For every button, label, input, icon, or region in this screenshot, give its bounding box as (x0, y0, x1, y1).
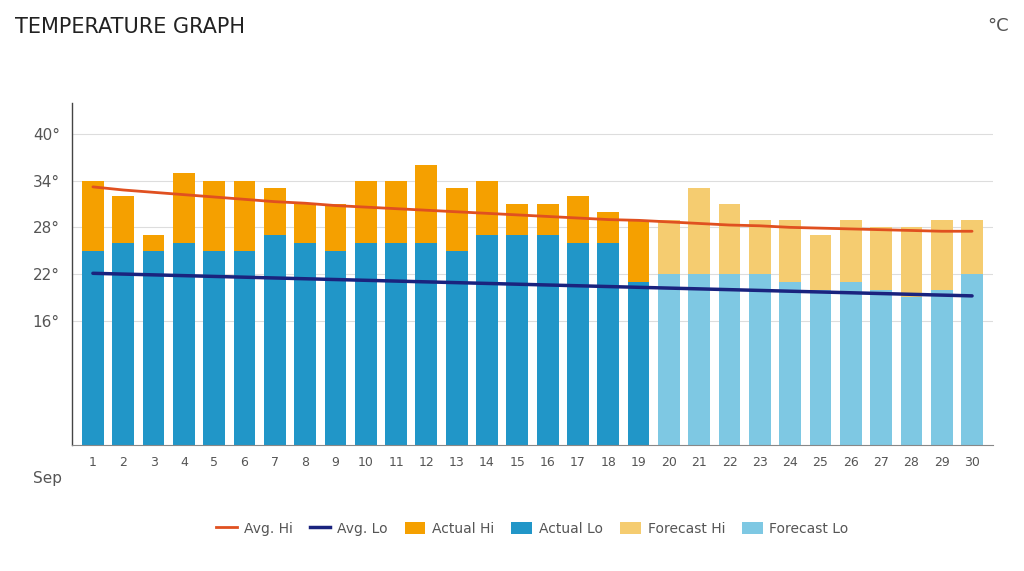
Bar (294, 243, 316, 445)
Bar (870, 227, 892, 289)
Bar (113, 196, 134, 243)
Bar (628, 220, 649, 282)
Bar (203, 180, 225, 251)
Bar (507, 204, 528, 235)
Bar (537, 204, 558, 235)
Bar (416, 243, 437, 445)
Bar (233, 251, 255, 445)
Text: °C: °C (987, 17, 1009, 35)
Bar (294, 204, 316, 243)
Bar (325, 251, 346, 445)
Bar (840, 282, 862, 445)
Bar (749, 220, 771, 274)
Bar (658, 274, 680, 445)
Bar (173, 243, 195, 445)
Bar (719, 204, 740, 274)
Bar (931, 220, 952, 289)
Bar (719, 274, 740, 445)
Bar (445, 251, 468, 445)
Legend: Avg. Hi, Avg. Lo, Actual Hi, Actual Lo, Forecast Hi, Forecast Lo: Avg. Hi, Avg. Lo, Actual Hi, Actual Lo, … (211, 516, 854, 541)
Bar (962, 274, 983, 445)
Bar (82, 180, 103, 251)
Bar (355, 180, 377, 243)
Bar (870, 289, 892, 445)
Bar (445, 188, 468, 251)
Bar (385, 180, 407, 243)
Bar (537, 235, 558, 445)
Bar (142, 235, 165, 251)
Bar (597, 243, 620, 445)
Bar (597, 212, 620, 243)
Bar (688, 274, 710, 445)
Bar (779, 220, 801, 282)
Bar (931, 289, 952, 445)
Bar (416, 165, 437, 243)
Bar (810, 289, 831, 445)
Bar (567, 196, 589, 243)
Bar (749, 274, 771, 445)
Text: Sep: Sep (33, 471, 62, 486)
Bar (325, 204, 346, 251)
Bar (173, 173, 195, 243)
Bar (628, 282, 649, 445)
Bar (264, 235, 286, 445)
Bar (233, 180, 255, 251)
Bar (810, 235, 831, 289)
Bar (264, 188, 286, 235)
Bar (142, 251, 165, 445)
Text: TEMPERATURE GRAPH: TEMPERATURE GRAPH (15, 17, 246, 37)
Bar (113, 243, 134, 445)
Bar (507, 235, 528, 445)
Bar (688, 188, 710, 274)
Bar (900, 227, 923, 297)
Bar (476, 235, 498, 445)
Bar (385, 243, 407, 445)
Bar (82, 251, 103, 445)
Bar (840, 220, 862, 282)
Bar (203, 251, 225, 445)
Bar (962, 220, 983, 274)
Bar (658, 220, 680, 274)
Bar (355, 243, 377, 445)
Bar (567, 243, 589, 445)
Bar (779, 282, 801, 445)
Bar (900, 297, 923, 445)
Bar (476, 180, 498, 235)
